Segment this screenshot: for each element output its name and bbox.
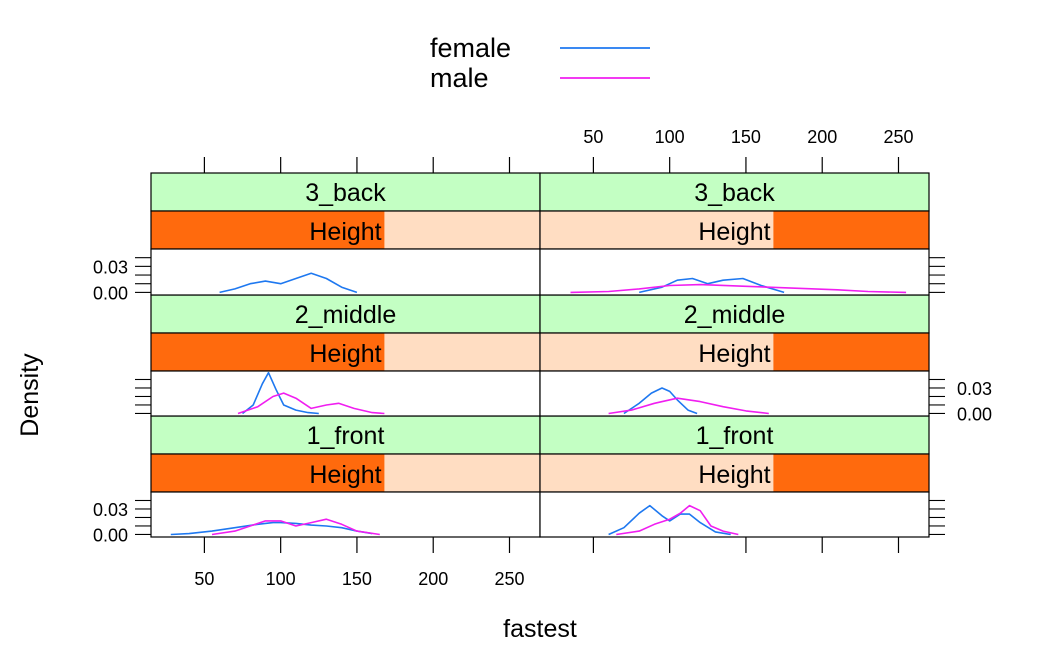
- x-tick-label-top: 50: [583, 127, 603, 147]
- strip-bg: [150, 415, 541, 455]
- panel-3_back-male: 3_back Height: [539, 172, 930, 296]
- panel-3_back-female: 3_back Height: [150, 172, 541, 296]
- strip-bg: [539, 172, 930, 212]
- plot-area: [539, 248, 930, 296]
- strip-bg: [539, 415, 930, 455]
- shingle-fill: [773, 211, 929, 249]
- y-axis-title: Density: [16, 353, 44, 437]
- strip-bg: [150, 172, 541, 212]
- strip-label: 1_front: [307, 422, 385, 450]
- x-axis-title: fastest: [503, 615, 577, 643]
- shingle-label: Height: [309, 340, 381, 368]
- panel-1_front-female: 1_front Height: [150, 415, 541, 538]
- density-line-male: [237, 392, 385, 415]
- strip-bg: [539, 294, 930, 334]
- y-tick-label: 0.03: [93, 257, 128, 277]
- x-tick-label-bottom: 250: [494, 569, 524, 589]
- density-line-female: [623, 387, 698, 415]
- x-tick-label-top: 150: [731, 127, 761, 147]
- panel-1_front-male: 1_front Height: [539, 415, 930, 538]
- y-tick-label: 0.03: [957, 379, 992, 399]
- shingle-fill: [773, 454, 929, 492]
- shingle-label: Height: [698, 340, 770, 368]
- legend-label-female: female: [430, 33, 511, 63]
- strip-label: 2_middle: [684, 301, 785, 329]
- x-tick-label-bottom: 150: [342, 569, 372, 589]
- x-tick-label-top: 250: [883, 127, 913, 147]
- shingle-label: Height: [309, 461, 381, 489]
- x-tick-label-bottom: 100: [266, 569, 296, 589]
- shingle-label: Height: [309, 218, 381, 246]
- density-line-male: [616, 504, 739, 536]
- strip-label: 3_back: [694, 179, 775, 207]
- plot-area: [150, 491, 541, 538]
- y-tick-label: 0.03: [93, 500, 128, 520]
- x-tick-label-top: 200: [807, 127, 837, 147]
- panel-2_middle-female: 2_middle Height: [150, 294, 541, 417]
- x-tick-label-top: 100: [655, 127, 685, 147]
- density-line-female: [170, 521, 373, 536]
- shingle-label: Height: [698, 461, 770, 489]
- y-tick-label: 0.00: [93, 525, 128, 545]
- shingle-label: Height: [698, 218, 770, 246]
- plot-area: [150, 370, 541, 417]
- plot-area: [539, 491, 930, 538]
- panel-2_middle-male: 2_middle Height: [539, 294, 930, 417]
- x-tick-label-bottom: 200: [418, 569, 448, 589]
- y-tick-label: 0.00: [93, 283, 128, 303]
- strip-label: 3_back: [305, 179, 386, 207]
- legend-label-male: male: [430, 63, 489, 93]
- density-line-female: [219, 272, 358, 294]
- shingle-fill: [151, 211, 385, 249]
- density-line-female: [242, 371, 319, 415]
- density-line-male: [608, 397, 769, 415]
- strip-label: 2_middle: [295, 301, 396, 329]
- shingle-fill: [151, 454, 385, 492]
- y-tick-label: 0.00: [957, 404, 992, 424]
- density-line-male: [211, 518, 380, 536]
- shingle-fill: [773, 333, 929, 371]
- x-tick-label-bottom: 50: [194, 569, 214, 589]
- shingle-fill: [151, 333, 385, 371]
- density-line-male: [570, 283, 907, 294]
- strip-label: 1_front: [696, 422, 774, 450]
- density-line-female: [608, 504, 731, 536]
- density-line-female: [639, 277, 785, 294]
